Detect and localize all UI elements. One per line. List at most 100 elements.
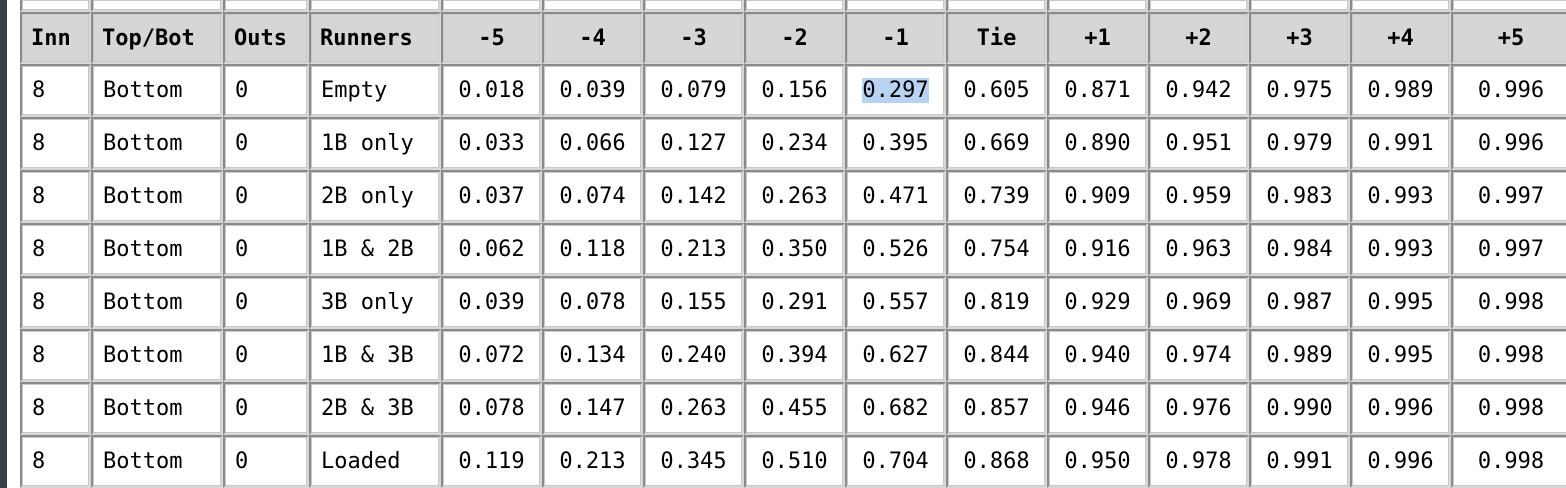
window-edge (0, 0, 7, 488)
cell-value: 0.990 (1266, 396, 1333, 421)
table-cell: 1B only (309, 117, 441, 170)
selected-cell-value: 0.297 (862, 78, 929, 103)
table-cell: 0.156 (744, 64, 845, 117)
table-cell: 0.297 (845, 64, 946, 117)
stub-cell (946, 0, 1047, 12)
table-cell: Bottom (91, 435, 223, 488)
table-cell: 0.997 (1451, 170, 1566, 223)
table-cell: 0.990 (1249, 382, 1350, 435)
cell-value: 1B & 3B (321, 343, 414, 368)
table-cell: 0.134 (542, 329, 643, 382)
cell-value: 0.213 (559, 449, 626, 474)
table-cell: 0.995 (1350, 276, 1451, 329)
cell-value: 0.993 (1367, 237, 1434, 262)
table-cell: Empty (309, 64, 441, 117)
column-header-minus-5: -5 (441, 12, 542, 64)
table-cell: 1B & 3B (309, 329, 441, 382)
cell-value: 0 (235, 131, 249, 156)
table-cell: 0.754 (946, 223, 1047, 276)
table-cell: 0.605 (946, 64, 1047, 117)
table-cell: 0.890 (1047, 117, 1148, 170)
cell-value: 0.959 (1165, 184, 1232, 209)
cell-value: 0.704 (862, 449, 929, 474)
cell-value: 0.890 (1064, 131, 1131, 156)
stub-cell (845, 0, 946, 12)
table-cell: 3B only (309, 276, 441, 329)
cell-value: 0.929 (1064, 290, 1131, 315)
cell-value: Bottom (103, 343, 183, 368)
table-cell: 0.350 (744, 223, 845, 276)
cell-value: 8 (32, 78, 46, 103)
table-cell: 0.998 (1451, 276, 1566, 329)
cell-value: 0.998 (1477, 343, 1545, 368)
table-cell: 0.996 (1350, 382, 1451, 435)
cell-value: 0.989 (1266, 343, 1333, 368)
cell-value: 0.395 (862, 131, 929, 156)
table-cell: 0.979 (1249, 117, 1350, 170)
table-row: 8 Bottom 0 Empty 0.018 0.039 0.079 0.156 0.297 0.… (20, 64, 1566, 117)
table-cell: Bottom (91, 117, 223, 170)
cell-value: Bottom (103, 449, 183, 474)
cell-value: 0.993 (1367, 184, 1434, 209)
cell-value: 0.950 (1064, 449, 1131, 474)
cell-value: 3B only (321, 290, 414, 315)
table-row: 8 Bottom 0 3B only 0.039 0.078 0.155 0.291 0.557… (20, 276, 1566, 329)
cell-value: 0.394 (761, 343, 828, 368)
table-cell: 0.263 (643, 382, 744, 435)
stub-cell (1148, 0, 1249, 12)
cell-value: 8 (32, 396, 46, 421)
cell-value: Bottom (103, 290, 183, 315)
table-cell: 0.916 (1047, 223, 1148, 276)
table-cell: 0 (223, 382, 309, 435)
column-header-minus-2: -2 (744, 12, 845, 64)
cell-value: 0.995 (1367, 290, 1434, 315)
cell-value: 0.350 (761, 237, 828, 262)
cell-value: 0.997 (1477, 237, 1545, 262)
cell-value: 0.997 (1477, 184, 1545, 209)
cell-value: 0.909 (1064, 184, 1131, 209)
cell-value: 0.345 (660, 449, 727, 474)
cell-value: 0.942 (1165, 78, 1232, 103)
table-cell: 0 (223, 64, 309, 117)
table-cell: 0.118 (542, 223, 643, 276)
cell-value: 0.975 (1266, 78, 1333, 103)
cell-value: 0.074 (559, 184, 626, 209)
cell-value: 8 (32, 237, 46, 262)
cell-value: 8 (32, 184, 46, 209)
cell-value: Loaded (321, 449, 401, 474)
column-header-top-bot: Top/Bot (91, 12, 223, 64)
table-row: 8 Bottom 0 Loaded 0.119 0.213 0.345 0.510 0.704 0… (20, 435, 1566, 488)
table-row: 8 Bottom 0 2B only 0.037 0.074 0.142 0.263 0.471… (20, 170, 1566, 223)
table-row: 8 Bottom 0 2B & 3B 0.078 0.147 0.263 0.455 0.682… (20, 382, 1566, 435)
table-cell: 0 (223, 276, 309, 329)
table-cell: Loaded (309, 435, 441, 488)
cell-value: 0.156 (761, 78, 828, 103)
table-cell: 0.395 (845, 117, 946, 170)
table-top-stub-row (20, 0, 1566, 12)
table-cell: 8 (20, 117, 91, 170)
cell-value: 0 (235, 184, 249, 209)
cell-value: 0.078 (458, 396, 525, 421)
cell-value: 0.455 (761, 396, 828, 421)
cell-value: 0.844 (963, 343, 1030, 368)
cell-value: 0 (235, 396, 249, 421)
table-cell: 0.739 (946, 170, 1047, 223)
table-cell: 0.976 (1148, 382, 1249, 435)
column-header-plus-5: +5 (1451, 12, 1566, 64)
table-cell: 0.557 (845, 276, 946, 329)
table-cell: 0.984 (1249, 223, 1350, 276)
cell-value: 0.996 (1367, 396, 1434, 421)
table-cell: 0.471 (845, 170, 946, 223)
cell-value: 0.039 (559, 78, 626, 103)
header-row: Inn Top/Bot Outs Runners -5 -4 -3 -2 -1 … (20, 12, 1566, 64)
column-header-plus-3: +3 (1249, 12, 1350, 64)
table-cell: 0.909 (1047, 170, 1148, 223)
cell-value: 0.510 (761, 449, 828, 474)
cell-value: 8 (32, 449, 46, 474)
cell-value: 0.627 (862, 343, 929, 368)
stub-cell (1249, 0, 1350, 12)
table-cell: 8 (20, 64, 91, 117)
table-cell: 0.627 (845, 329, 946, 382)
table-cell: 8 (20, 329, 91, 382)
cell-value: 0.998 (1477, 449, 1545, 474)
